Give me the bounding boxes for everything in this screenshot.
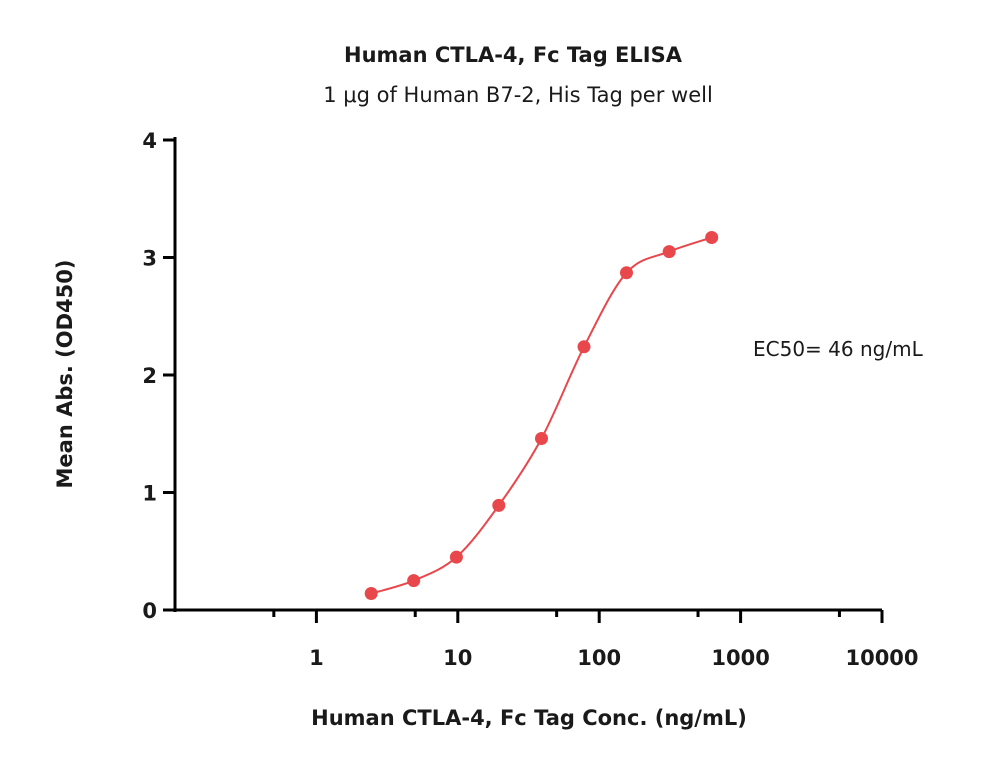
data-point [535,432,548,445]
x-tick-label: 10000 [845,646,918,670]
y-axis-title: Mean Abs. (OD450) [53,260,77,489]
data-point [364,587,378,600]
y-tick-label: 3 [142,247,157,271]
x-tick-label: 10 [443,646,472,670]
y-tick-label: 2 [142,364,157,388]
fit-curve-layer [370,236,713,595]
x-tick-label: 1000 [711,646,769,670]
y-tick-label: 1 [142,482,157,506]
y-axis-ticks: 0 1 2 3 4 [142,129,175,623]
chart-title: Human CTLA-4, Fc Tag ELISA [344,43,683,67]
data-points-layer [364,231,719,600]
data-point [577,340,591,354]
chart-subtitle: 1 μg of Human B7-2, His Tag per well [323,83,713,107]
ec50-annotation: EC50= 46 ng/mL [753,337,924,361]
data-point [407,574,421,588]
x-axis-title: Human CTLA-4, Fc Tag Conc. (ng/mL) [311,706,747,730]
y-tick-label: 0 [142,599,157,623]
data-point [662,245,676,259]
data-point [705,231,719,244]
x-tick-label: 100 [577,646,621,670]
x-tick-label: 1 [309,646,324,670]
data-point [449,550,463,564]
y-tick-label: 4 [142,129,157,153]
fit-curve [370,236,713,595]
data-point [620,266,633,280]
data-point [492,498,506,512]
x-axis-ticks: 1 10 100 1000 10000 [272,610,919,670]
